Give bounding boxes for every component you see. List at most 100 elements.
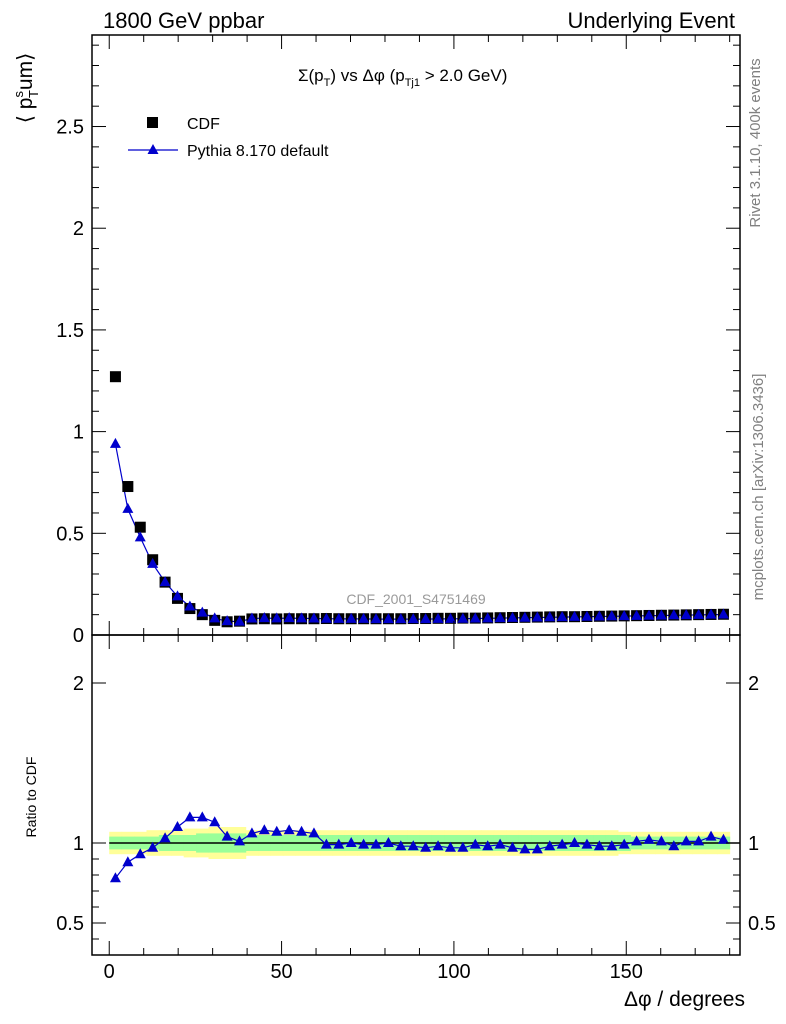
- ratio-point: [147, 841, 159, 852]
- cdf-point: [134, 521, 146, 533]
- ylabel-sub: T: [26, 90, 41, 98]
- ylabel-open: ⟨ p: [14, 98, 37, 124]
- pythia-point: [221, 615, 233, 626]
- pythia-point: [283, 612, 295, 623]
- ratio-point: [482, 840, 494, 851]
- pythia-point: [147, 557, 159, 568]
- ratio-point: [370, 838, 382, 849]
- ratio-point: [296, 825, 308, 836]
- ratio-point: [432, 840, 444, 851]
- ratio-point: [655, 835, 667, 846]
- pythia-point: [382, 613, 394, 624]
- pythia-point: [705, 608, 717, 619]
- pythia-point: [171, 590, 183, 601]
- ratio-point: [693, 835, 705, 846]
- pythia-point: [531, 611, 543, 622]
- pythia-point: [258, 612, 270, 623]
- ratio-frame: [91, 634, 741, 956]
- pythia-point: [618, 610, 630, 621]
- pythia-point: [420, 613, 432, 624]
- xtick-label: 100: [437, 961, 470, 983]
- ratio-ytick-label: 0.5: [56, 913, 84, 935]
- ratio-point: [507, 841, 519, 852]
- pythia-point: [494, 612, 506, 623]
- main-ytick-label: 1.5: [56, 320, 84, 342]
- title-end: > 2.0 GeV): [420, 66, 507, 85]
- pythia-point: [345, 612, 357, 623]
- main-ytick-label: 2.5: [56, 117, 84, 139]
- ratio-point: [631, 835, 643, 846]
- ratio-point: [643, 833, 655, 844]
- ratio-point: [258, 824, 270, 835]
- ratio-point: [184, 811, 196, 822]
- legend: CDF Pythia 8.170 default: [128, 116, 329, 160]
- pythia-point: [159, 576, 171, 587]
- pythia-point: [209, 612, 221, 623]
- ratio-point: [593, 840, 605, 851]
- ratio-ytick-label-right: 1: [748, 833, 759, 855]
- pythia-point: [358, 612, 370, 623]
- ratio-point: [420, 841, 432, 852]
- pythia-point: [407, 613, 419, 624]
- legend-cdf-label: CDF: [187, 116, 220, 133]
- ratio-ytick-label-right: 0.5: [748, 913, 776, 935]
- ratio-point: [556, 838, 568, 849]
- title-mid: ) vs Δφ (p: [330, 66, 404, 85]
- pythia-point: [184, 600, 196, 611]
- pythia-point: [655, 609, 667, 620]
- pythia-point: [444, 612, 456, 623]
- rivet-label: Rivet 3.1.10, 400k events: [747, 58, 764, 227]
- pythia-point: [606, 610, 618, 621]
- ratio-point: [519, 843, 531, 854]
- ratio-point: [358, 838, 370, 849]
- ratio-point: [382, 837, 394, 847]
- ratio-ytick-label: 1: [73, 833, 84, 855]
- pythia-point: [320, 612, 332, 623]
- pythia-point: [395, 613, 407, 624]
- ratio-point: [308, 827, 320, 838]
- main-ytick-label: 1: [73, 422, 84, 444]
- ylabel-rest: um⟩: [14, 53, 37, 90]
- ratio-point: [531, 843, 543, 854]
- pythia-point: [581, 610, 593, 621]
- ratio-point: [271, 825, 283, 836]
- ratio-point: [209, 816, 221, 827]
- legend-pythia-marker: [147, 144, 159, 154]
- header-left: 1800 GeV ppbar: [103, 8, 264, 33]
- pythia-point: [122, 502, 134, 513]
- xtick-label: 50: [270, 961, 292, 983]
- ratio-point: [457, 841, 469, 852]
- pythia-point: [196, 606, 208, 617]
- cdf-point: [109, 371, 121, 383]
- ratio-point: [569, 837, 581, 847]
- legend-cdf-marker: [147, 117, 158, 128]
- pythia-point: [109, 437, 121, 448]
- xtick-label: 0: [104, 961, 115, 983]
- main-panel: 00.511.522.5 Σ(pT) vs Δφ (pTj1 > 2.0 GeV…: [11, 34, 741, 647]
- pythia-point: [370, 613, 382, 624]
- mcplots-label: mcplots.cern.ch [arXiv:1306.3436]: [750, 374, 767, 601]
- ratio-point: [407, 840, 419, 851]
- x-axis-label: Δφ / degrees: [624, 988, 745, 1011]
- analysis-watermark: CDF_2001_S4751469: [346, 591, 486, 607]
- pythia-point: [693, 608, 705, 619]
- ratio-point: [134, 848, 146, 859]
- pythia-point: [643, 609, 655, 620]
- ratio-point: [345, 837, 357, 847]
- pythia-point: [457, 612, 469, 623]
- pythia-point: [717, 608, 729, 619]
- ratio-point: [618, 838, 630, 849]
- pythia-point: [296, 612, 308, 623]
- pythia-point: [507, 611, 519, 622]
- ratio-point: [159, 832, 171, 843]
- pythia-point: [308, 612, 320, 623]
- main-ytick-label: 0.5: [56, 523, 84, 545]
- ratio-point: [606, 840, 618, 851]
- pythia-point: [680, 609, 692, 620]
- pythia-point: [631, 609, 643, 620]
- ratio-point: [109, 872, 121, 883]
- ratio-point: [246, 827, 258, 838]
- pythia-point: [556, 611, 568, 622]
- ratio-point: [122, 856, 134, 867]
